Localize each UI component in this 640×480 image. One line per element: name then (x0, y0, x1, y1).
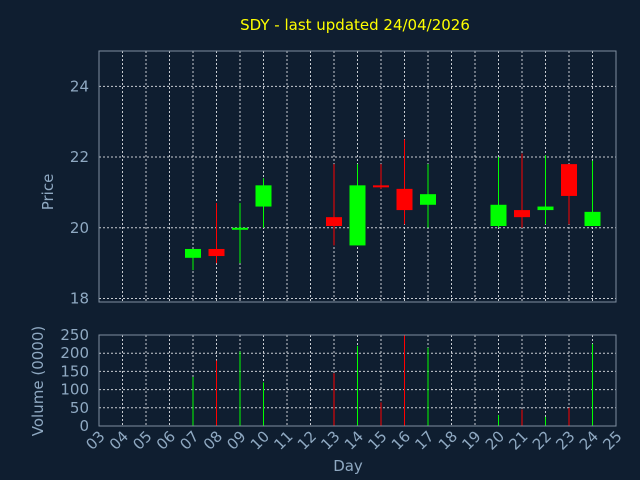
x-tick-label: 09 (223, 427, 249, 453)
price-tick-label: 20 (70, 219, 89, 237)
x-tick-label: 18 (435, 427, 461, 453)
x-tick-label: 07 (176, 427, 202, 453)
x-tick-label: 19 (458, 427, 484, 453)
volume-tick-label: 100 (60, 381, 89, 399)
price-tick-label: 24 (70, 77, 89, 95)
candle-body (255, 185, 272, 207)
price-axis-title: Price (39, 174, 57, 211)
marks-layer (185, 139, 601, 426)
x-tick-label: 23 (552, 427, 578, 453)
candle-body (561, 164, 577, 196)
x-tick-label: 20 (482, 427, 508, 453)
price-tick-label: 18 (70, 289, 89, 307)
x-tick-label: 12 (294, 427, 320, 453)
candle-body (584, 211, 601, 226)
candle-body (208, 248, 225, 257)
x-tick-label: 17 (411, 427, 437, 453)
candle-body (326, 217, 342, 226)
price-tick-label: 22 (70, 148, 89, 166)
x-tick-label: 06 (153, 427, 179, 453)
volume-tick-label: 50 (70, 399, 89, 417)
x-tick-label: 04 (106, 427, 132, 453)
volume-tick-label: 0 (79, 417, 89, 435)
x-tick-label: 22 (529, 427, 555, 453)
candle-body (396, 188, 413, 211)
chart-title: SDY - last updated 24/04/2026 (240, 16, 470, 34)
volume-tick-label: 200 (60, 344, 89, 362)
x-tick-label: 21 (505, 427, 531, 453)
x-tick-label: 10 (247, 427, 273, 453)
volume-tick-label: 150 (60, 362, 89, 380)
volume-tick-label: 250 (60, 326, 89, 344)
candle-body (185, 248, 201, 258)
x-tick-label: 16 (388, 427, 414, 453)
volume-panel-frame (98, 334, 617, 427)
candle-body (537, 206, 554, 211)
x-tick-label: 13 (317, 427, 343, 453)
candle-body (420, 194, 436, 205)
x-tick-label: 14 (341, 427, 367, 453)
candle-body (490, 204, 507, 226)
x-tick-label: 15 (364, 427, 390, 453)
candle-body (373, 185, 389, 188)
candle-body (514, 210, 530, 218)
x-tick-label: 08 (200, 427, 226, 453)
x-tick-label: 05 (129, 427, 155, 453)
axis-layer: 1820222405010015020025003040506070809101… (60, 50, 626, 454)
x-tick-label: 24 (576, 427, 602, 453)
volume-axis-title: Volume (0000) (29, 326, 47, 436)
x-axis-title: Day (333, 457, 363, 475)
price-panel-frame (98, 50, 617, 303)
candle-body (232, 227, 248, 230)
x-tick-label: 11 (270, 427, 296, 453)
candle-body (349, 185, 366, 246)
x-tick-label: 25 (599, 427, 625, 453)
